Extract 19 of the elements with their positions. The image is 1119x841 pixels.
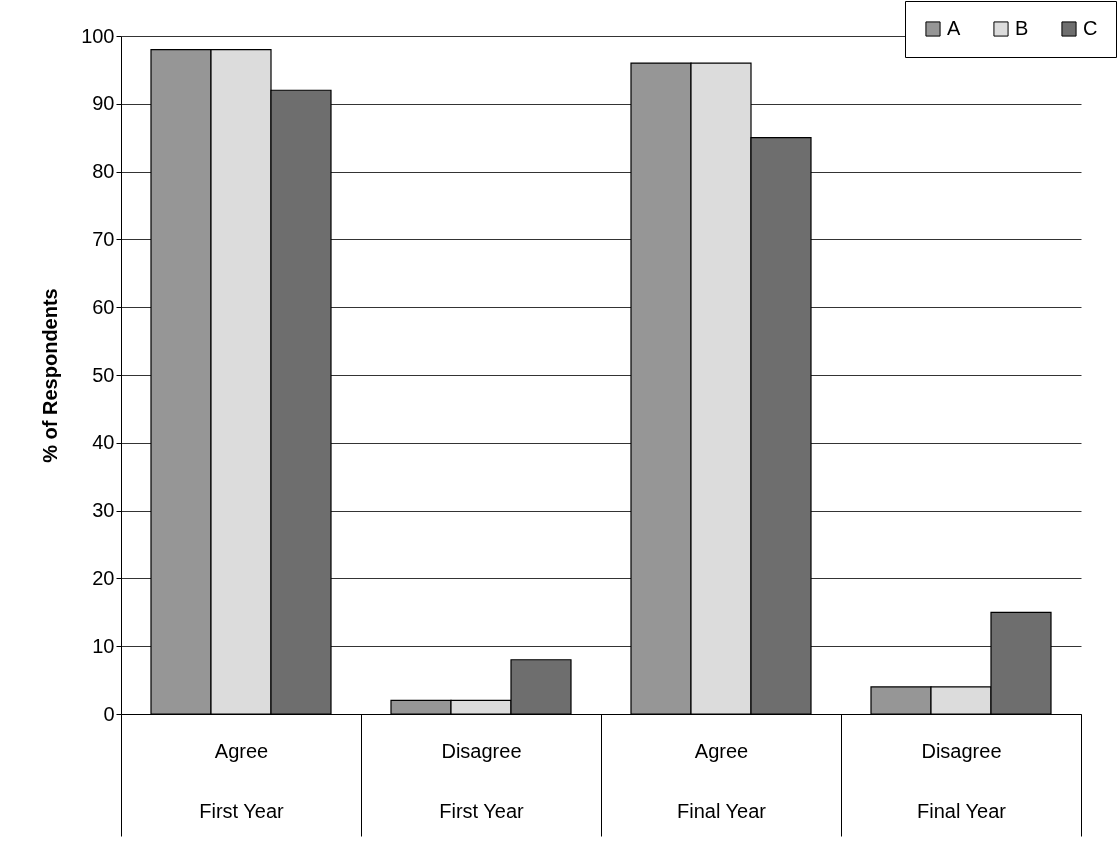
category-label: Agree Final Year: [677, 739, 766, 822]
y-axis-title: % of Respondents: [39, 288, 62, 463]
y-tick-label: 30: [92, 499, 115, 522]
y-tick-label: 60: [92, 295, 115, 318]
legend-label: B: [1015, 17, 1029, 39]
y-tick-label: 100: [81, 24, 115, 47]
category-label: Disagree Final Year: [917, 739, 1006, 822]
y-tick-label: 0: [103, 702, 115, 725]
y-tick-label: 40: [92, 431, 115, 454]
y-tick-label: 90: [92, 92, 115, 115]
y-tick-label: 10: [92, 634, 115, 657]
y-tick-label: 50: [92, 363, 115, 386]
category-label: Agree First Year: [199, 739, 284, 822]
category-label: Disagree First Year: [439, 739, 524, 822]
legend-label: A: [947, 17, 961, 39]
y-tick-label: 70: [92, 227, 115, 250]
legend-label: C: [1083, 17, 1098, 39]
y-tick-label: 20: [92, 566, 115, 589]
y-tick-label: 80: [92, 160, 115, 183]
